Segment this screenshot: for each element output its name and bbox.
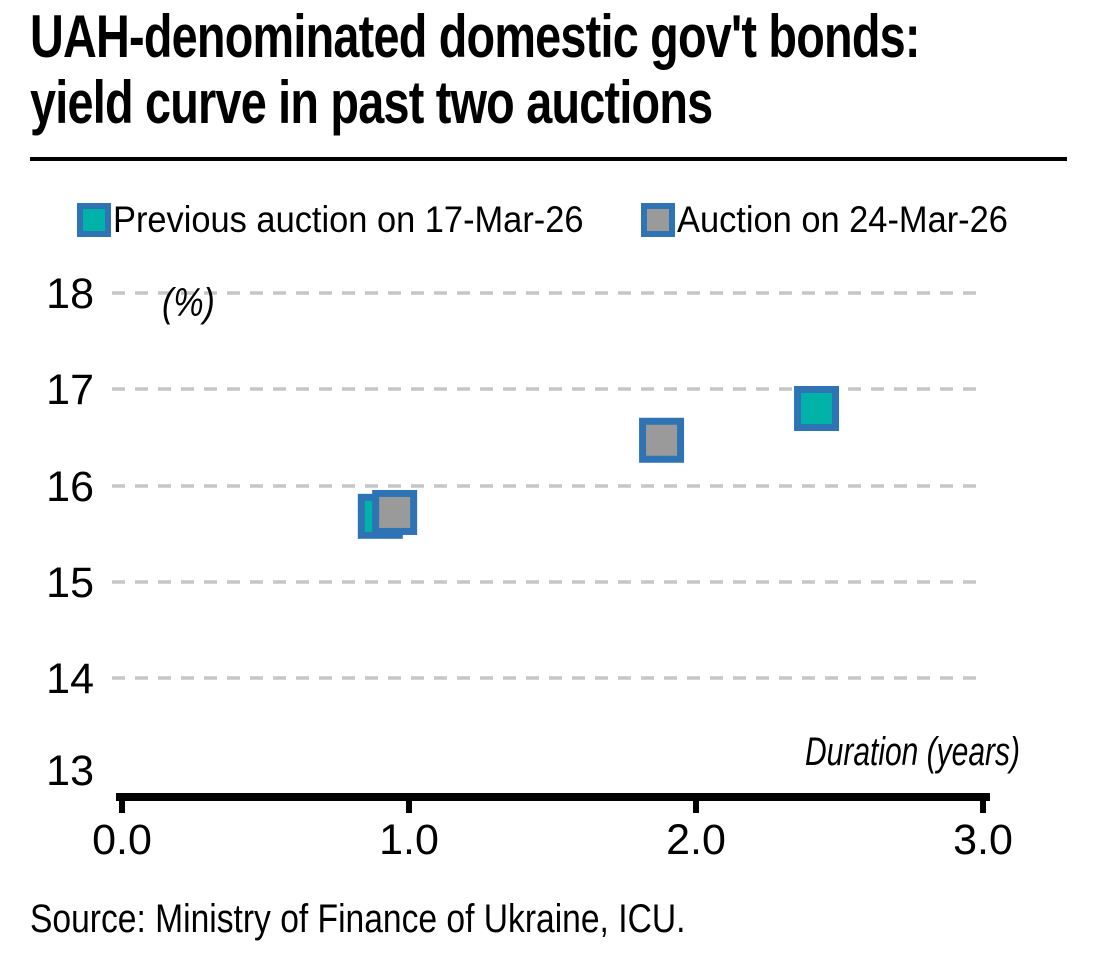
- source-attribution: Source: Ministry of Finance of Ukraine, …: [30, 897, 686, 941]
- x-axis-baseline: [116, 793, 990, 801]
- y-tick-label: 17: [46, 366, 94, 414]
- x-axis-tick-0: [119, 793, 125, 813]
- data-point-marker: [639, 417, 685, 463]
- legend-swatch-gray-icon: [641, 203, 675, 237]
- x-tick-label: 1.0: [379, 816, 439, 864]
- legend-item-latest-auction: Auction on 24-Mar-26: [641, 199, 1033, 241]
- chart-title-line2: yield curve in past two auctions: [30, 69, 713, 136]
- y-tick-label: 18: [46, 270, 94, 318]
- y-tick-label: 13: [46, 747, 94, 795]
- x-tick-label: 0.0: [92, 816, 152, 864]
- x-axis-tick-1: [406, 793, 412, 813]
- y-axis-labels: 18 17 16 15 14 13: [46, 270, 94, 795]
- series-latest-auction-markers: [372, 417, 685, 535]
- x-axis-labels: 0.0 1.0 2.0 3.0: [92, 816, 1013, 864]
- legend-label-latest-auction: Auction on 24-Mar-26: [677, 199, 1008, 240]
- x-axis-tick-2: [693, 793, 699, 813]
- legend-swatch-teal-icon: [77, 203, 111, 237]
- data-point-markers: [357, 386, 840, 539]
- x-axis-tick-3: [980, 793, 986, 813]
- chart-title: UAH-denominated domestic gov't bonds: yi…: [30, 4, 1097, 136]
- y-tick-label: 15: [46, 559, 94, 607]
- legend-label-previous-auction: Previous auction on 17-Mar-26: [113, 199, 584, 240]
- x-axis: [116, 793, 990, 813]
- x-axis-caption: Duration (years): [805, 730, 1020, 774]
- y-tick-label: 14: [46, 655, 94, 703]
- y-tick-label: 16: [46, 463, 94, 511]
- series-previous-auction-markers: [357, 386, 840, 539]
- title-divider-line: [30, 157, 1067, 161]
- data-point-marker: [372, 489, 418, 535]
- gridlines: [112, 291, 985, 680]
- chart-title-line1: UAH-denominated domestic gov't bonds:: [30, 3, 920, 70]
- x-tick-label: 2.0: [666, 816, 726, 864]
- x-tick-label: 3.0: [953, 816, 1013, 864]
- y-axis-unit-caption: (%): [162, 279, 215, 324]
- legend-item-previous-auction: Previous auction on 17-Mar-26: [77, 199, 619, 241]
- data-point-marker: [794, 386, 840, 431]
